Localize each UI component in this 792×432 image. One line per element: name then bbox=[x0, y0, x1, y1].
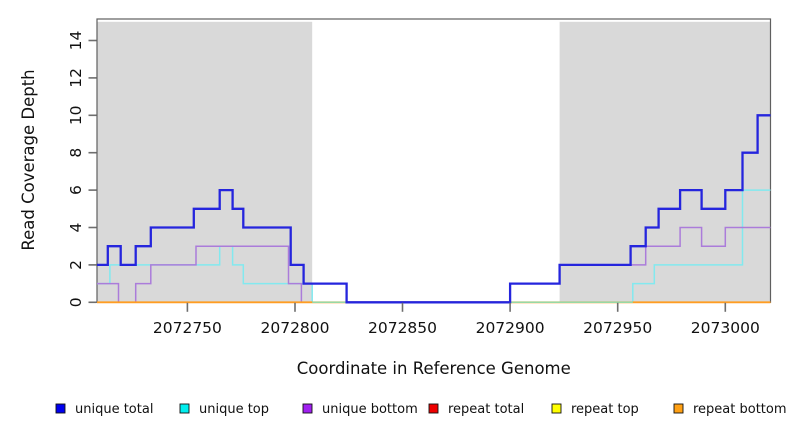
legend-swatch-unique-top bbox=[179, 403, 190, 414]
y-tick-label: 6 bbox=[67, 185, 85, 195]
y-tick-label: 4 bbox=[67, 223, 85, 233]
legend-swatch-repeat-top bbox=[551, 403, 562, 414]
y-axis-title: Read Coverage Depth bbox=[19, 69, 38, 250]
x-tick-label: 2072750 bbox=[153, 319, 222, 337]
y-tick-label: 8 bbox=[67, 148, 85, 158]
legend-label-repeat-top: repeat top bbox=[571, 402, 639, 417]
x-tick-label: 2072800 bbox=[260, 319, 329, 337]
legend-label-unique-total: unique total bbox=[75, 402, 153, 417]
legend-label-unique-top: unique top bbox=[199, 402, 269, 417]
legend-swatch-unique-bottom bbox=[302, 403, 313, 414]
y-tick-label: 2 bbox=[67, 260, 85, 270]
shaded-region-2 bbox=[559, 21, 771, 303]
y-tick-label: 14 bbox=[67, 31, 85, 51]
legend-swatch-unique-total bbox=[55, 403, 66, 414]
x-tick-label: 2072850 bbox=[368, 319, 437, 337]
legend-swatch-repeat-bottom bbox=[673, 403, 684, 414]
legend-swatch-repeat-total bbox=[428, 403, 439, 414]
legend-label-repeat-total: repeat total bbox=[448, 402, 524, 417]
x-tick-label: 2072950 bbox=[583, 319, 652, 337]
series-unique-total-line bbox=[97, 114, 771, 304]
x-tick-label: 2072900 bbox=[476, 319, 545, 337]
series-unique-top-line bbox=[97, 189, 771, 304]
legend-label-unique-bottom: unique bottom bbox=[322, 402, 418, 417]
y-tick-label: 0 bbox=[67, 297, 85, 307]
y-tick-label: 12 bbox=[67, 68, 85, 88]
shaded-region-1 bbox=[97, 21, 313, 303]
legend-label-repeat-bottom: repeat bottom bbox=[693, 402, 787, 417]
x-tick-label: 2073000 bbox=[691, 319, 760, 337]
y-tick-label: 10 bbox=[67, 105, 85, 125]
x-axis-title: Coordinate in Reference Genome bbox=[297, 359, 571, 378]
